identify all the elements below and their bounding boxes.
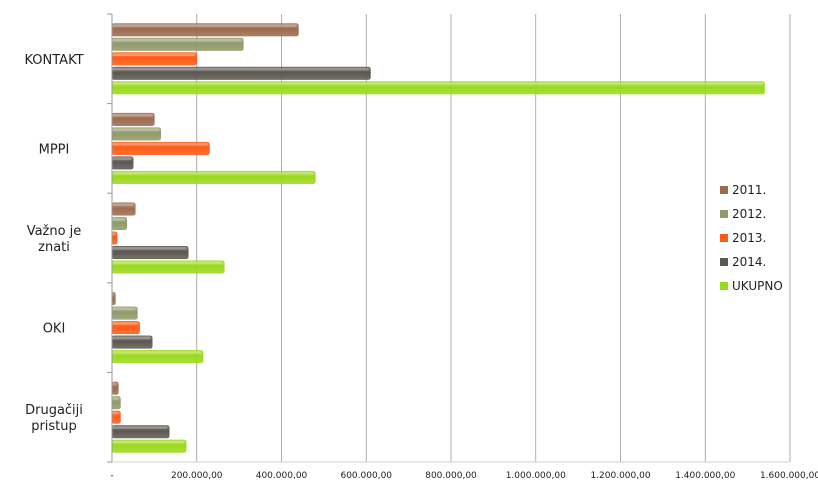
legend-label: 2014.: [732, 255, 766, 269]
x-tick-label: 400.000,00: [256, 471, 308, 481]
category-label: Važno je: [27, 224, 82, 239]
legend-label: 2011.: [732, 183, 766, 197]
bar-highlight: [112, 128, 159, 132]
x-tick-label: 1.200.000,00: [590, 471, 650, 481]
x-tick-label: 800.000,00: [425, 471, 477, 481]
x-tick-labels: - 200.000,00 400.000,00 600.000,00 800.000,0…: [110, 471, 818, 481]
bar-highlight: [112, 82, 763, 86]
category-label: MPPI: [39, 142, 70, 157]
legend-swatch: [720, 186, 728, 194]
legend-label: 2012.: [732, 207, 766, 221]
x-tick-label: 200.000,00: [171, 471, 223, 481]
legend-label: 2013.: [732, 231, 766, 245]
bar-highlight: [112, 440, 185, 444]
legend-label: UKUPNO: [732, 279, 783, 293]
category-label: OKI: [43, 322, 66, 337]
gridlines: [196, 14, 791, 462]
category-label: KONTAKT: [24, 53, 83, 68]
bar-highlight: [112, 411, 119, 415]
bar-highlight: [112, 397, 119, 400]
bar-highlight: [112, 172, 314, 175]
bar-highlight: [112, 24, 297, 28]
legend: 2011. 2012. 2013. 2014. UKUPNO: [720, 183, 783, 293]
bar-highlight: [112, 232, 116, 236]
category-label: znati: [38, 240, 70, 255]
legend-swatch: [720, 282, 728, 290]
x-tick-label: 1.600.000,00: [760, 471, 818, 481]
bars: [111, 23, 765, 453]
bar-highlight: [112, 157, 132, 161]
axes: [107, 13, 790, 463]
legend-swatch: [720, 210, 728, 218]
bar-highlight: [112, 351, 202, 354]
bar-highlight: [112, 293, 114, 296]
bar-highlight: [112, 322, 138, 325]
category-label: pristup: [31, 419, 77, 434]
bar-highlight: [112, 261, 223, 265]
legend-swatch: [720, 258, 728, 266]
bar-highlight: [112, 382, 117, 386]
bar-highlight: [112, 39, 242, 42]
x-tick-label: -: [110, 471, 113, 481]
bar-highlight: [112, 68, 369, 71]
bar-highlight: [112, 336, 151, 340]
bar-highlight: [112, 114, 153, 117]
x-tick-label: 1.400.000,00: [675, 471, 735, 481]
category-label: Drugačiji: [25, 403, 83, 418]
x-tick-label: 1.000.000,00: [506, 471, 566, 481]
bar-highlight: [112, 247, 187, 250]
bar-highlight: [112, 307, 136, 311]
bar-highlight: [112, 218, 125, 221]
legend-swatch: [720, 234, 728, 242]
bar-highlight: [112, 53, 195, 57]
bar-highlight: [112, 143, 208, 146]
x-tick-label: 600.000,00: [340, 471, 392, 481]
bar-highlight: [112, 203, 134, 207]
bar-highlight: [112, 426, 168, 429]
